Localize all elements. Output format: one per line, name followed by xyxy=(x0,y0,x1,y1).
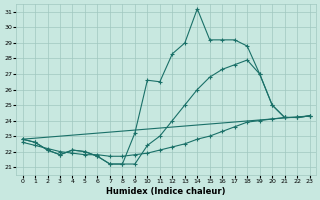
X-axis label: Humidex (Indice chaleur): Humidex (Indice chaleur) xyxy=(106,187,226,196)
